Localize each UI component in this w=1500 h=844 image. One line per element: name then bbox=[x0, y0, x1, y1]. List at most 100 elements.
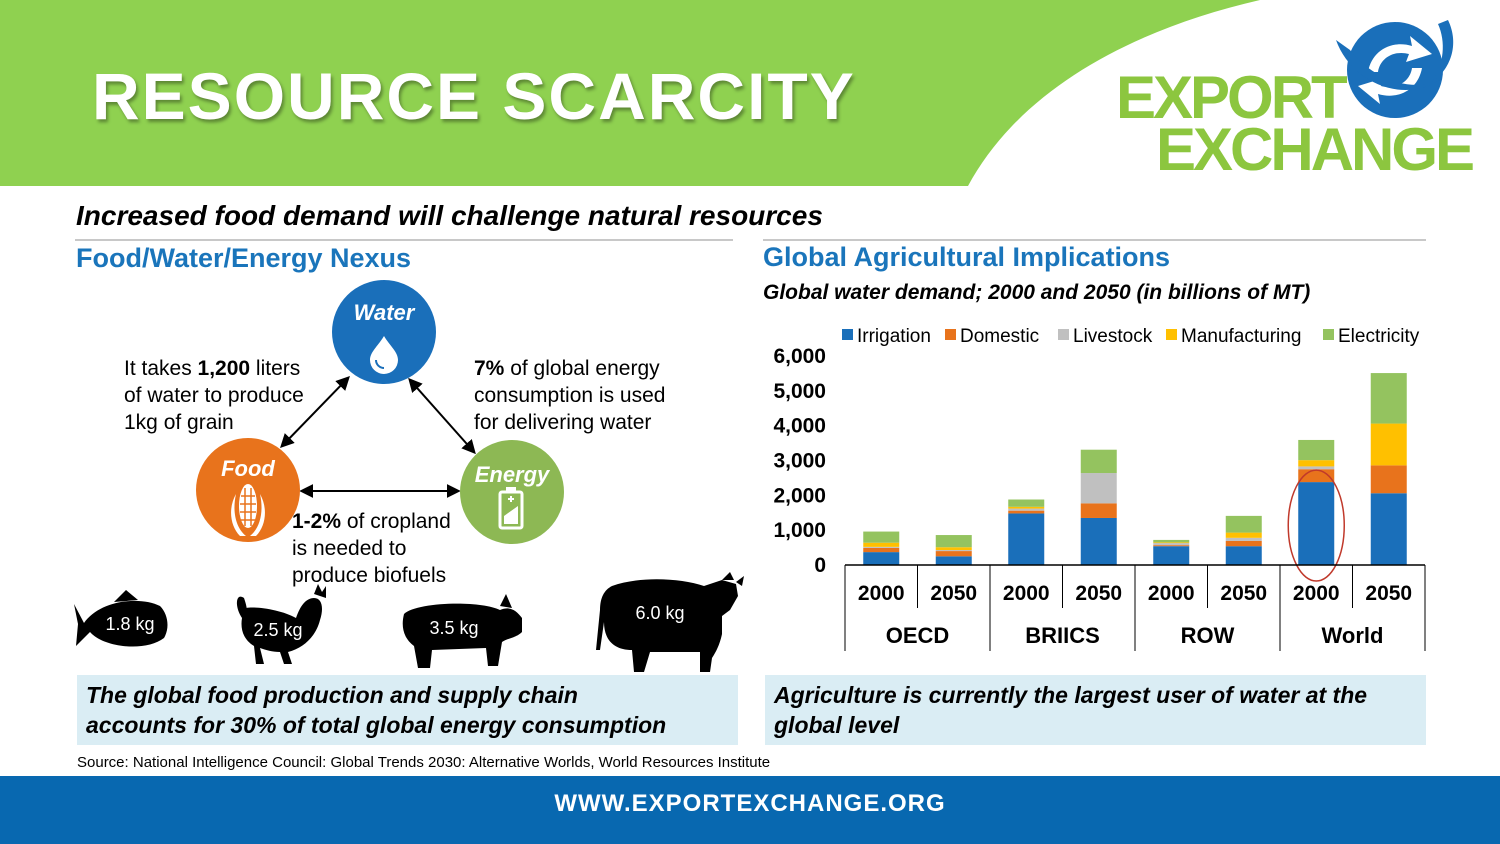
legend-item-electricity: Electricity bbox=[1323, 326, 1420, 347]
bar-segment-manufacturing bbox=[1370, 423, 1407, 466]
bar-stack-oecd-2000 bbox=[863, 531, 900, 565]
bar-segment-manufacturing bbox=[1008, 506, 1045, 509]
bar-segment-livestock bbox=[1008, 508, 1045, 511]
footer-url[interactable]: WWW.EXPORTEXCHANGE.ORG bbox=[0, 776, 1500, 844]
bar-segment-domestic bbox=[935, 551, 972, 557]
header-banner bbox=[0, 0, 1260, 186]
left-divider bbox=[75, 239, 733, 241]
bar-segment-livestock bbox=[863, 546, 900, 548]
bar-segment-livestock bbox=[935, 550, 972, 552]
bar-segment-manufacturing bbox=[1298, 460, 1335, 467]
legend-label: Manufacturing bbox=[1181, 326, 1301, 347]
bar-stack-briics-2050 bbox=[1080, 449, 1117, 565]
chart-bars bbox=[863, 373, 1407, 582]
legend-swatch bbox=[1323, 329, 1334, 340]
bar-segment-irrigation bbox=[1080, 517, 1117, 565]
y-tick-label: 1,000 bbox=[773, 519, 826, 542]
chart-y-axis: 6,000 5,000 4,000 3,000 2,000 1,000 0 bbox=[773, 345, 826, 577]
nexus-diagram: Water Food Energy 1.8 kg 2 bbox=[74, 280, 744, 672]
fish-icon: 1.8 kg bbox=[74, 590, 168, 647]
bar-stack-world-2050 bbox=[1370, 373, 1407, 565]
bar-segment-livestock bbox=[1225, 537, 1262, 541]
x-tick-label: 2000 bbox=[1148, 582, 1195, 605]
corn-icon bbox=[231, 484, 265, 536]
bar-segment-manufacturing bbox=[1225, 532, 1262, 538]
arrow-water-energy bbox=[408, 377, 476, 455]
battery-icon bbox=[498, 487, 524, 530]
bar-segment-electricity bbox=[1080, 449, 1117, 474]
group-label: ROW bbox=[1181, 623, 1235, 648]
bar-segment-livestock bbox=[1298, 466, 1335, 470]
bar-segment-irrigation bbox=[863, 552, 900, 565]
bar-segment-domestic bbox=[1370, 465, 1407, 494]
energy-node-label: Energy bbox=[475, 462, 551, 487]
arrow-water-food bbox=[280, 375, 350, 449]
logo-word-export: EXPORT bbox=[1116, 64, 1348, 131]
legend-swatch bbox=[945, 329, 956, 340]
y-tick-label: 0 bbox=[814, 554, 826, 577]
bar-stack-world-2000 bbox=[1298, 439, 1335, 565]
y-tick-label: 4,000 bbox=[773, 415, 826, 438]
y-tick-label: 6,000 bbox=[773, 345, 826, 368]
x-tick-label: 2000 bbox=[858, 582, 905, 605]
bar-segment-electricity bbox=[863, 531, 900, 543]
nexus-section-title: Food/Water/Energy Nexus bbox=[76, 243, 412, 273]
note-water-food: It takes 1,200 liters of water to produc… bbox=[124, 357, 304, 434]
legend-item-livestock: Livestock bbox=[1058, 326, 1153, 347]
x-tick-label: 2050 bbox=[1220, 582, 1267, 605]
right-divider bbox=[763, 239, 1426, 241]
legend-item-irrigation: Irrigation bbox=[842, 326, 931, 347]
bar-segment-irrigation bbox=[1153, 546, 1190, 565]
legend-swatch bbox=[1166, 329, 1177, 340]
highlight-ellipse bbox=[1287, 469, 1345, 582]
water-demand-chart: Irrigation Domestic Livestock Manufacturing… bbox=[773, 326, 1426, 651]
bar-segment-domestic bbox=[1153, 545, 1190, 547]
bar-segment-manufacturing bbox=[863, 542, 900, 547]
x-tick-label: 2050 bbox=[1075, 582, 1122, 605]
circular-arrows-icon bbox=[1336, 20, 1454, 118]
legend-item-domestic: Domestic bbox=[945, 326, 1039, 347]
note-water-energy: 7% of global energy consumption is used … bbox=[474, 357, 666, 434]
bar-segment-livestock bbox=[1153, 543, 1190, 546]
water-node-label: Water bbox=[354, 300, 416, 325]
y-tick-label: 2,000 bbox=[773, 484, 826, 507]
bar-segment-domestic bbox=[1008, 510, 1045, 514]
agriculture-callout: Agriculture is currently the largest use… bbox=[765, 675, 1426, 745]
bar-segment-electricity bbox=[1298, 439, 1335, 461]
bar-stack-oecd-2050 bbox=[935, 535, 972, 565]
logo-word-exchange: EXCHANGE bbox=[1156, 116, 1475, 183]
bar-segment-electricity bbox=[1008, 499, 1045, 507]
energy-node: Energy bbox=[460, 440, 564, 544]
bar-segment-electricity bbox=[935, 535, 972, 548]
bar-stack-row-2050 bbox=[1225, 515, 1262, 565]
legend-swatch bbox=[842, 329, 853, 340]
group-label: OECD bbox=[886, 623, 950, 648]
bar-segment-livestock bbox=[1080, 473, 1117, 504]
chart-legend: Irrigation Domestic Livestock Manufacturing… bbox=[842, 326, 1420, 347]
chart-x-axis: 2000 2050 2000 2050 2000 2050 2000 2050 OECD BRII… bbox=[844, 564, 1426, 651]
bar-segment-domestic bbox=[863, 547, 900, 553]
fish-label: 1.8 kg bbox=[105, 614, 154, 634]
bar-segment-electricity bbox=[1153, 539, 1190, 543]
legend-item-manufacturing: Manufacturing bbox=[1166, 326, 1301, 347]
group-label: BRIICS bbox=[1025, 623, 1100, 648]
export-exchange-logo[interactable]: EXPORT EXCHANGE bbox=[1110, 10, 1475, 190]
bar-segment-irrigation bbox=[1225, 546, 1262, 565]
bar-segment-irrigation bbox=[1298, 482, 1335, 565]
y-tick-label: 5,000 bbox=[773, 380, 826, 403]
bar-stack-briics-2000 bbox=[1008, 499, 1045, 565]
page-subtitle: Increased food demand will challenge nat… bbox=[76, 200, 823, 231]
bar-stack-row-2000 bbox=[1153, 539, 1190, 565]
bar-segment-irrigation bbox=[1370, 493, 1407, 565]
legend-swatch bbox=[1058, 329, 1069, 340]
water-node: Water bbox=[332, 280, 436, 384]
food-node: Food bbox=[196, 438, 300, 542]
group-label: World bbox=[1322, 623, 1384, 648]
page-title: RESOURCE SCARCITY bbox=[92, 59, 856, 133]
x-tick-label: 2050 bbox=[930, 582, 977, 605]
pig-label: 3.5 kg bbox=[429, 618, 478, 638]
cow-icon: 6.0 kg bbox=[596, 572, 744, 672]
bar-segment-domestic bbox=[1225, 540, 1262, 547]
note-food-energy: 1-2% of cropland is needed to produce bi… bbox=[292, 510, 451, 587]
source-note: Source: National Intelligence Council: G… bbox=[77, 754, 771, 771]
